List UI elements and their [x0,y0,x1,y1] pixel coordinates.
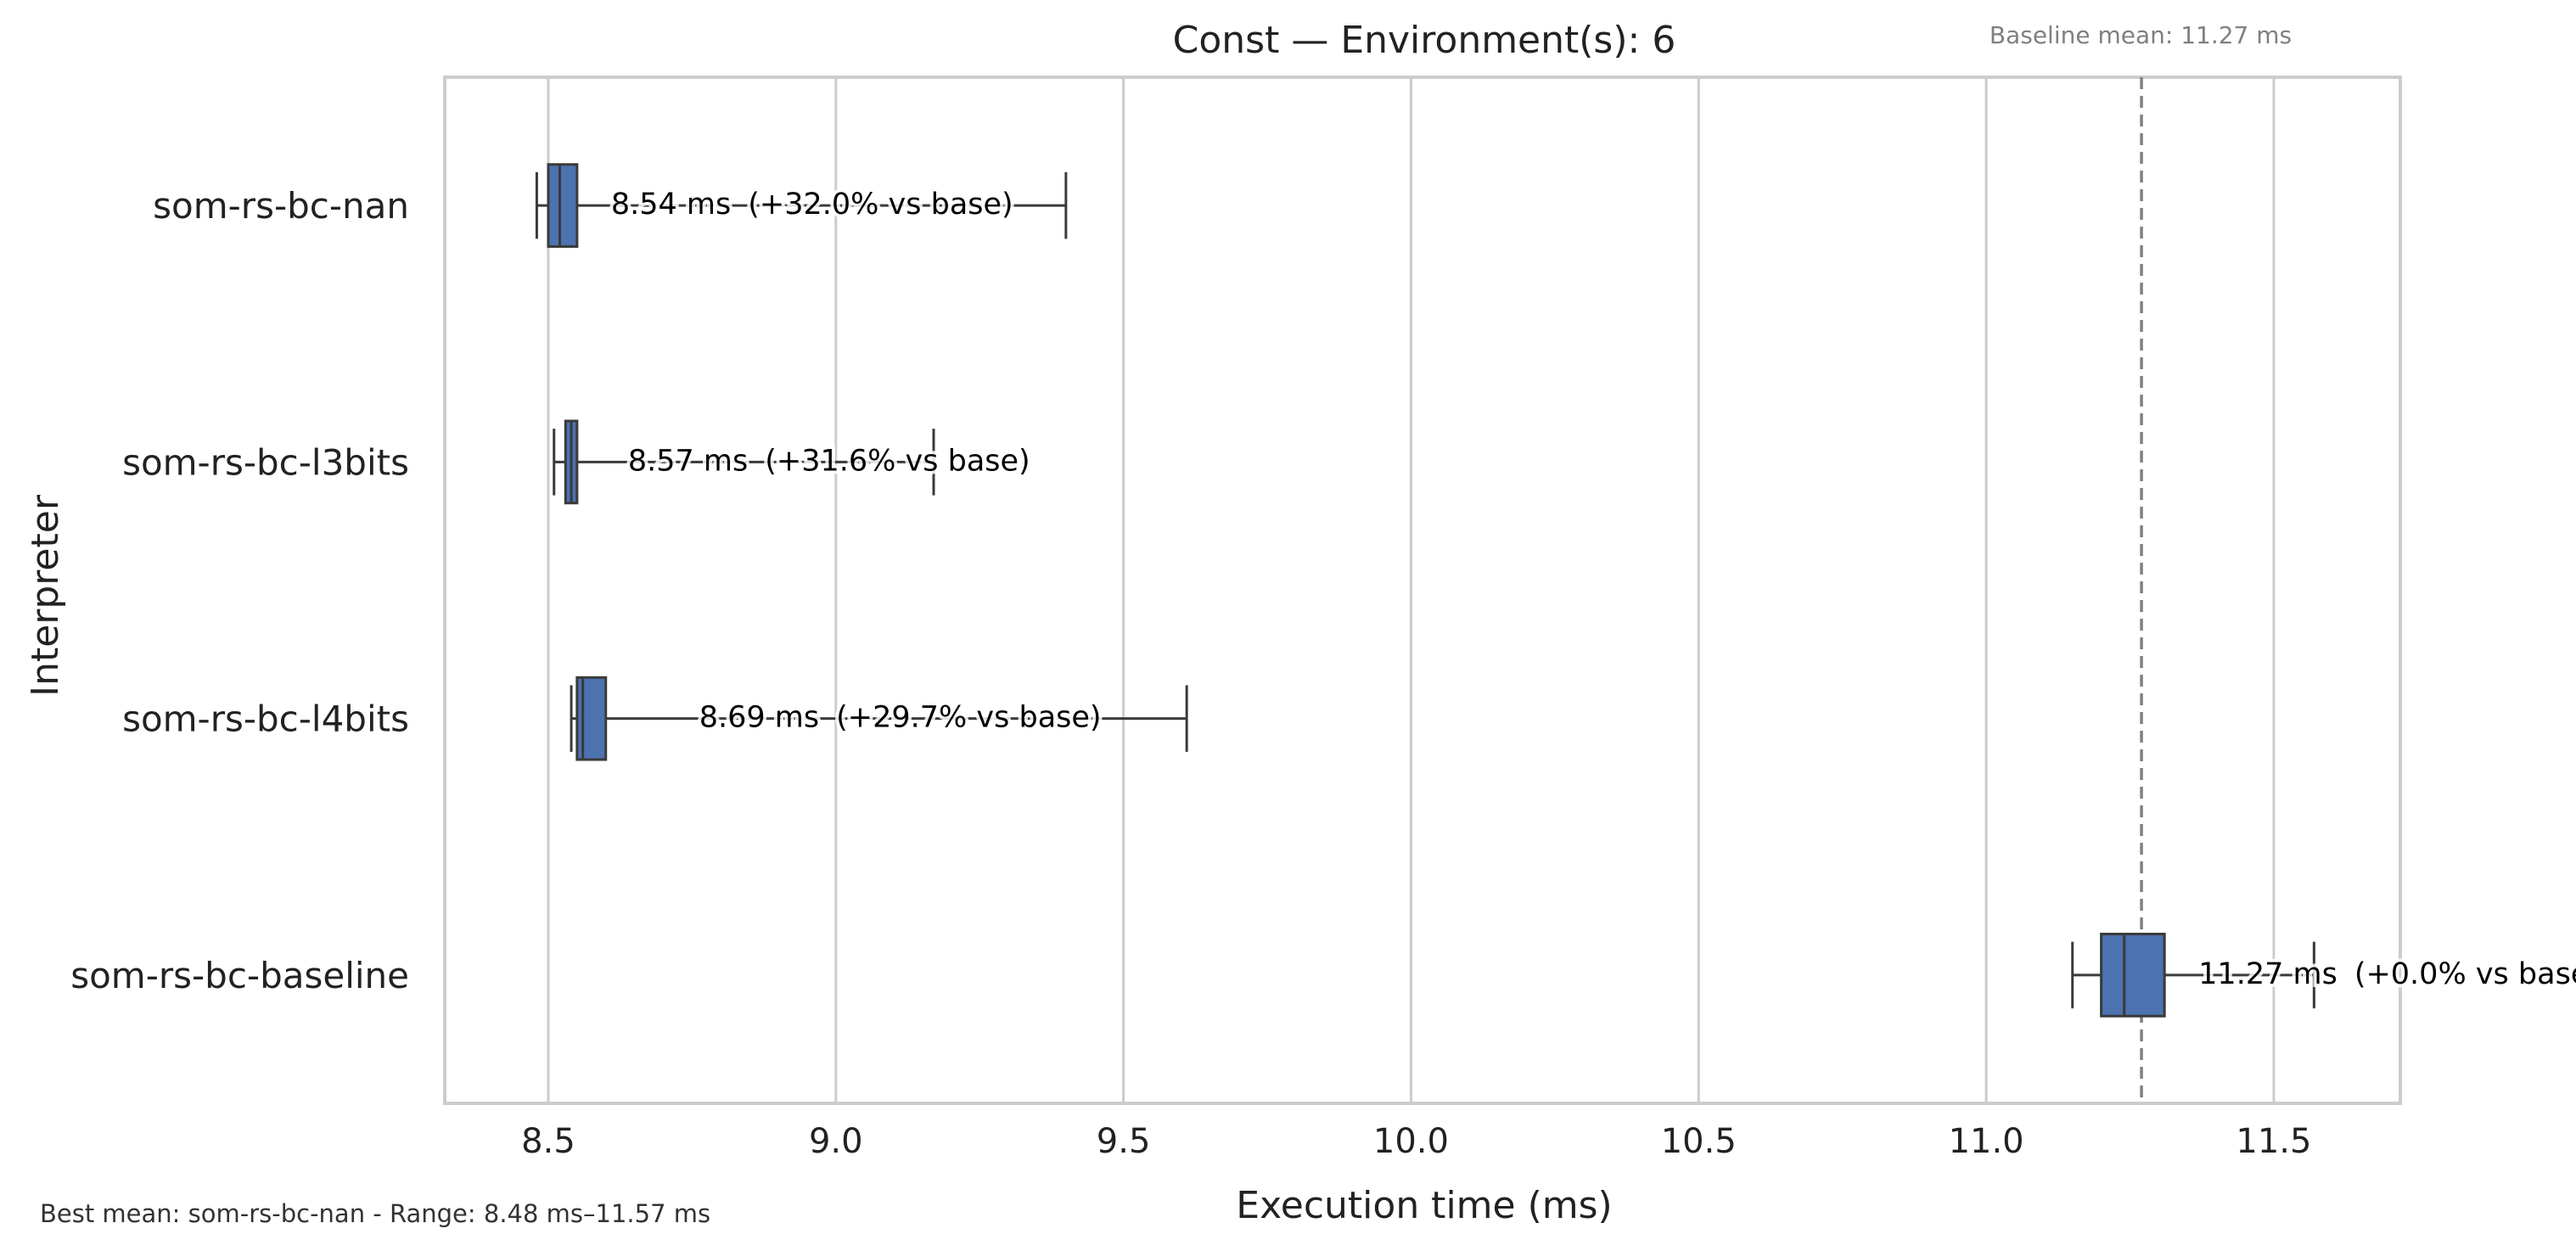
data-label: 8.69 ms (+29.7% vs base) [699,701,1102,735]
plot-area: 8.5 9.0 9.5 10.0 10.5 11.0 11.5 som-rs-bc-nan 8.… [70,76,2576,1161]
x-tick-label: 10.5 [1661,1122,1737,1161]
x-tick-label: 9.0 [809,1122,863,1161]
footer-summary: Best mean: som-rs-bc-nan - Range: 8.48 m… [40,1199,710,1228]
data-label-delta: (+31.6% vs base) [765,444,1030,478]
data-label-mean: 8.54 ms [611,188,731,222]
box-iqr [547,163,579,248]
y-tick-label: som-rs-bc-baseline [70,955,409,996]
box-iqr [575,676,608,761]
data-label: 8.57 ms (+31.6% vs base) [628,444,1030,478]
x-tick-label: 8.5 [521,1122,575,1161]
data-label-mean: 11.27 ms [2198,957,2337,991]
data-label-mean: 8.69 ms [699,701,819,735]
x-tick-label: 11.0 [1949,1122,2024,1161]
data-label-mean: 8.57 ms [628,444,748,478]
box-iqr [2100,933,2166,1018]
data-label-delta: (+29.7% vs base) [836,701,1101,735]
plot-frame [443,76,2402,1105]
x-tick-label: 11.5 [2236,1122,2311,1161]
data-label-delta: (+0.0% vs base) [2354,957,2576,991]
x-tick-label: 10.0 [1373,1122,1449,1161]
y-axis-label: Interpreter [24,494,67,697]
data-label: 8.54 ms (+32.0% vs base) [611,188,1013,222]
data-label-delta: (+32.0% vs base) [748,188,1013,222]
baseline-annotation: Baseline mean: 11.27 ms [1990,21,2292,49]
chart-title: Const — Environment(s): 6 [1173,19,1676,62]
x-tick-label: 9.5 [1097,1122,1151,1161]
y-tick-label: som-rs-bc-l4bits [122,698,409,740]
y-tick-label: som-rs-bc-l3bits [122,441,409,483]
data-label: 11.27 ms (+0.0% vs base) [2198,957,2576,991]
x-axis-label: Execution time (ms) [1236,1184,1612,1227]
y-tick-label: som-rs-bc-nan [153,185,409,227]
